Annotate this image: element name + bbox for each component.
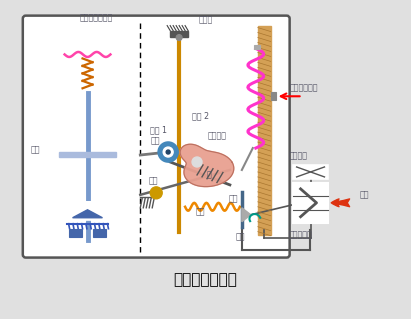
Bar	[258, 26, 271, 235]
Text: 杠杆 1: 杠杆 1	[150, 125, 167, 134]
Bar	[170, 31, 188, 37]
Text: 压力信号输入: 压力信号输入	[290, 83, 318, 92]
Bar	[59, 152, 116, 157]
Polygon shape	[73, 210, 102, 218]
Circle shape	[166, 150, 170, 154]
Bar	[62, 42, 112, 90]
Text: 弹簧: 弹簧	[196, 208, 206, 217]
Text: 摆杆: 摆杆	[148, 176, 158, 185]
Text: 气动阀门定位器: 气动阀门定位器	[173, 272, 237, 287]
Bar	[67, 202, 109, 220]
Polygon shape	[69, 202, 106, 216]
Text: 挡板: 挡板	[236, 233, 245, 242]
Text: 杠杆 2: 杠杆 2	[192, 111, 209, 120]
Text: 平板: 平板	[31, 145, 40, 154]
Text: 偏心凸轮: 偏心凸轮	[208, 131, 227, 140]
Text: 气动放大器: 气动放大器	[289, 231, 312, 240]
Bar	[254, 45, 260, 49]
Text: 滚轮: 滚轮	[150, 136, 160, 145]
Circle shape	[163, 147, 173, 157]
Bar	[93, 229, 106, 237]
FancyBboxPatch shape	[23, 16, 290, 257]
Bar	[271, 92, 276, 100]
Bar	[293, 183, 328, 223]
Text: 噧嘴: 噧嘴	[229, 195, 238, 204]
Circle shape	[158, 142, 178, 162]
Polygon shape	[180, 144, 234, 187]
Bar	[59, 88, 116, 93]
Text: 波纹管: 波纹管	[199, 16, 213, 25]
Text: 恒节流孔: 恒节流孔	[289, 151, 308, 160]
Circle shape	[192, 157, 202, 167]
Circle shape	[150, 187, 162, 199]
Bar	[61, 35, 114, 42]
Bar	[53, 29, 122, 35]
Circle shape	[176, 34, 182, 41]
Text: 气动薄膜调节阀: 气动薄膜调节阀	[80, 14, 113, 23]
Polygon shape	[242, 208, 251, 222]
Text: 轴: 轴	[207, 170, 212, 179]
Text: 气源: 气源	[359, 191, 369, 200]
Bar	[293, 165, 328, 179]
Bar	[69, 229, 81, 237]
